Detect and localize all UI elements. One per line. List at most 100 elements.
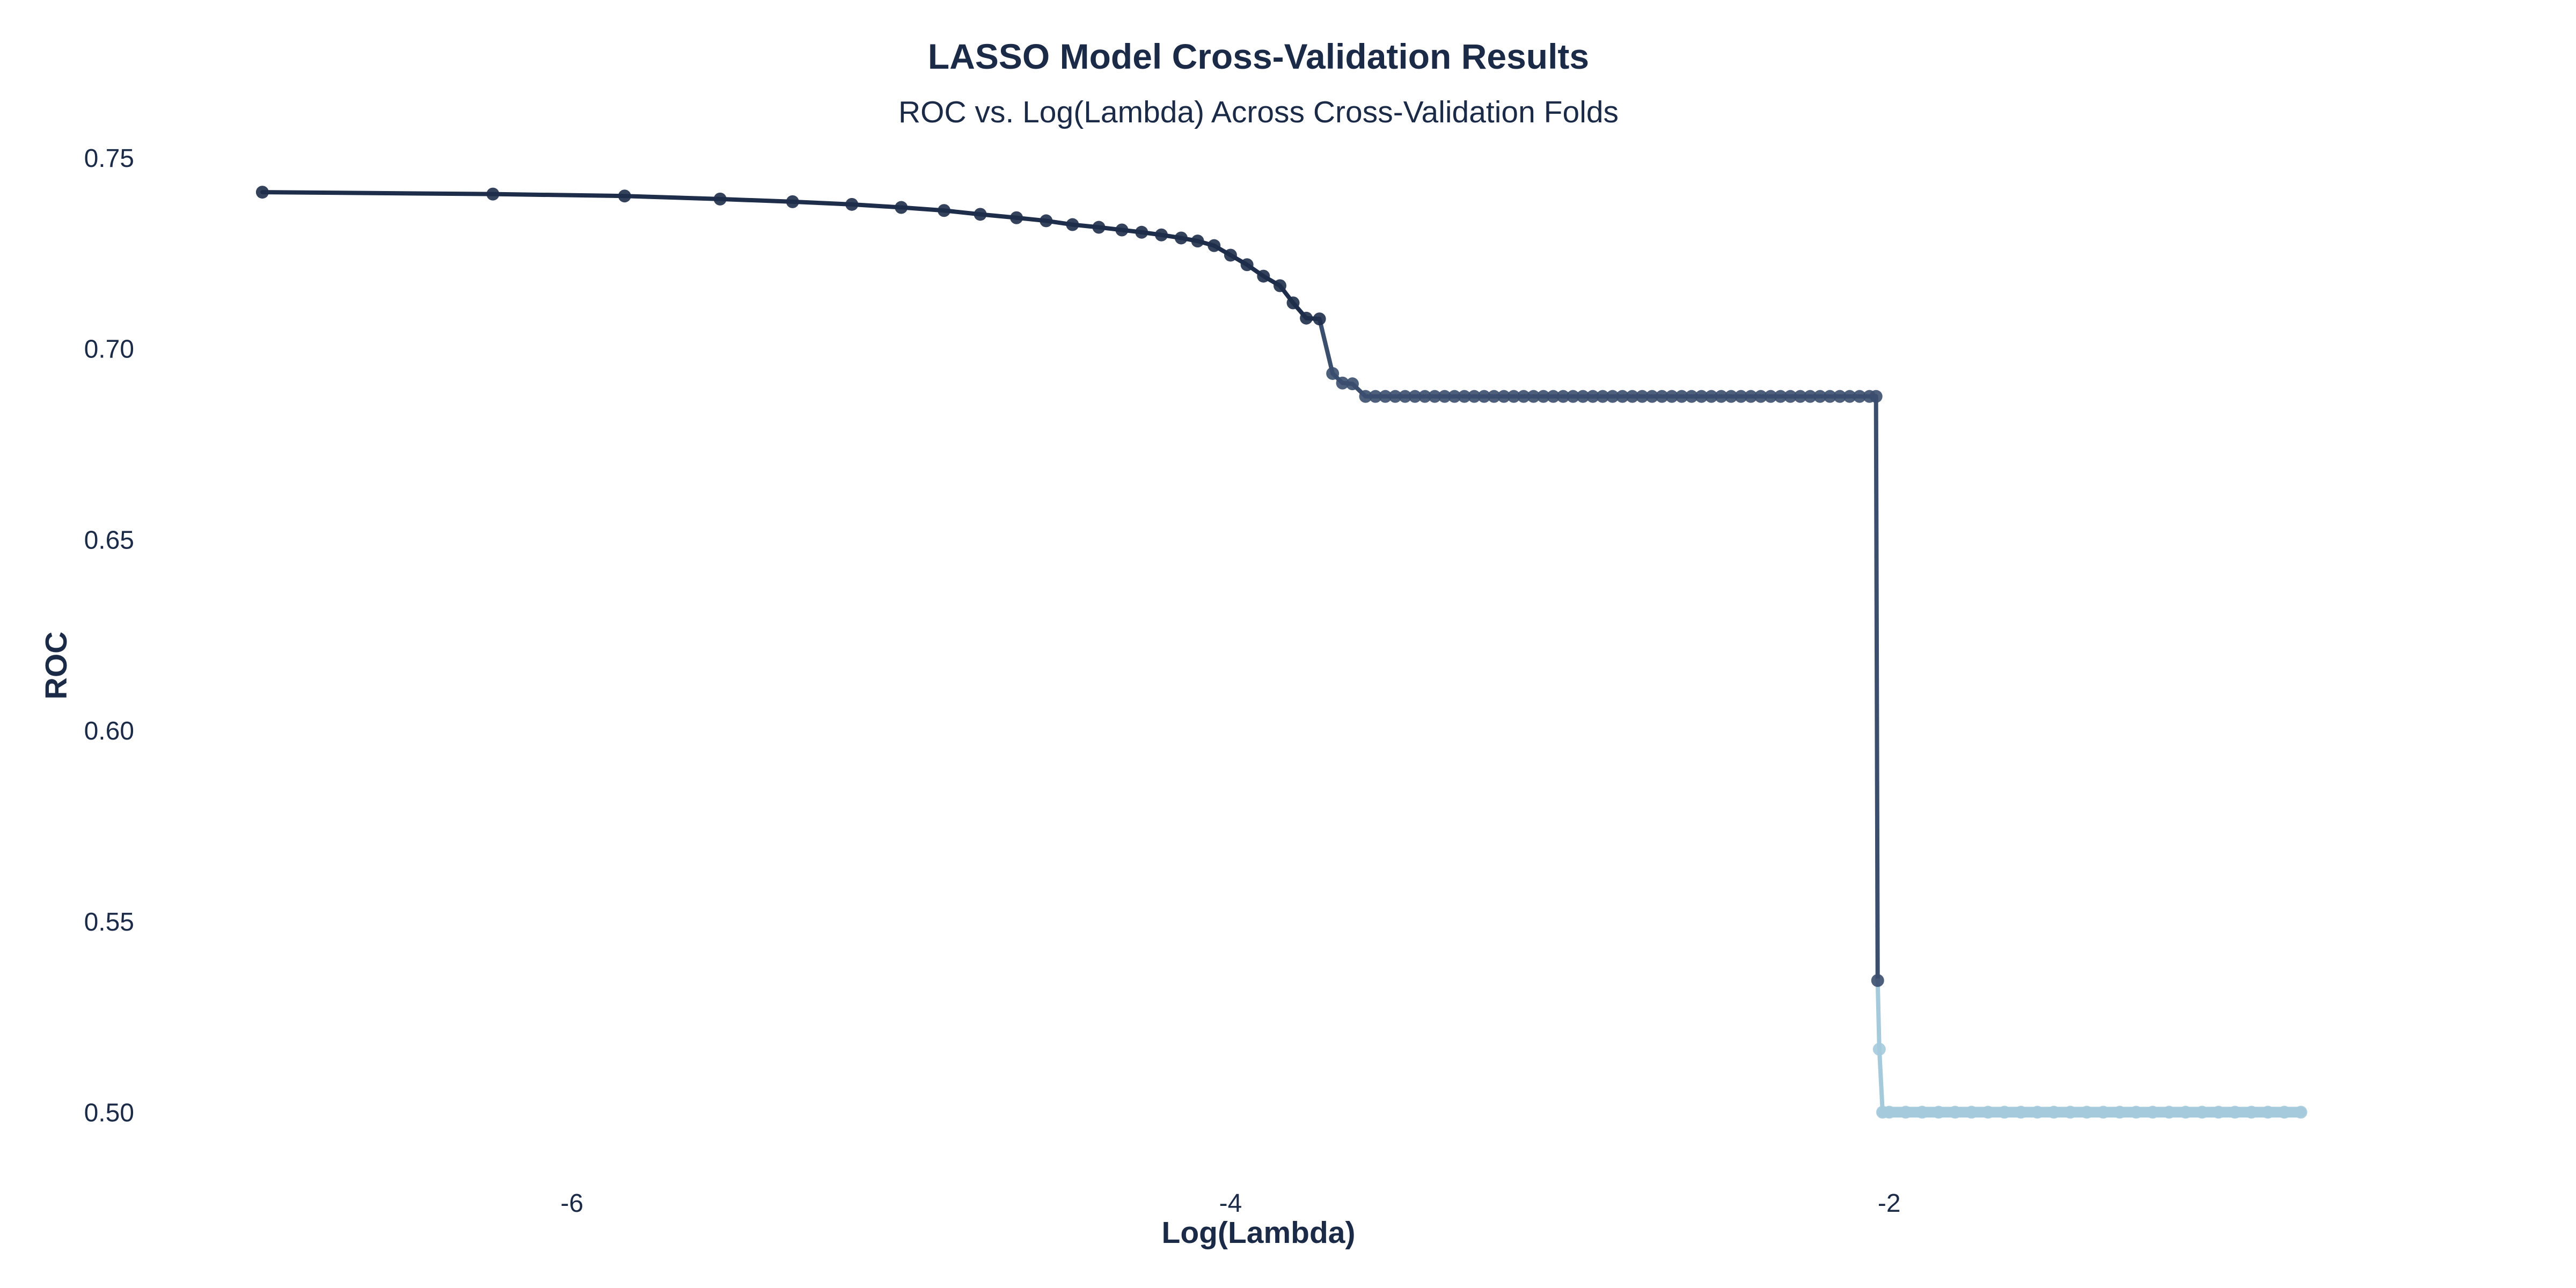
data-point bbox=[1586, 390, 1599, 403]
data-point bbox=[2228, 1106, 2242, 1119]
data-point bbox=[1536, 390, 1550, 403]
data-point bbox=[1715, 390, 1728, 403]
x-tick-label: -6 bbox=[560, 1189, 583, 1218]
data-point bbox=[1408, 390, 1422, 403]
data-point bbox=[1932, 1106, 1945, 1119]
data-point bbox=[1655, 390, 1668, 403]
data-point bbox=[1115, 223, 1129, 237]
data-point bbox=[2080, 1106, 2094, 1119]
data-point bbox=[1869, 390, 1883, 403]
data-point bbox=[1675, 390, 1688, 403]
series-segment bbox=[491, 192, 627, 199]
data-point bbox=[1606, 390, 1619, 403]
data-point bbox=[1695, 390, 1708, 403]
y-tick-label: 0.50 bbox=[84, 1099, 134, 1127]
data-point bbox=[1853, 390, 1866, 403]
data-point bbox=[1135, 225, 1148, 239]
data-point bbox=[1744, 390, 1758, 403]
data-point bbox=[1784, 390, 1797, 403]
data-point bbox=[1915, 1106, 1929, 1119]
series-segment bbox=[1877, 1047, 1885, 1115]
data-point bbox=[1764, 390, 1777, 403]
data-point bbox=[1871, 974, 1884, 987]
data-point bbox=[1208, 239, 1221, 252]
series-segment bbox=[1317, 317, 1335, 376]
data-point bbox=[1336, 376, 1349, 390]
data-point bbox=[1823, 390, 1836, 403]
data-point bbox=[1040, 214, 1053, 228]
data-point bbox=[1803, 390, 1817, 403]
roc-series bbox=[260, 190, 2307, 1118]
data-point bbox=[938, 204, 951, 217]
y-tick-label: 0.65 bbox=[84, 526, 134, 554]
data-point bbox=[1556, 390, 1570, 403]
data-point bbox=[2196, 1106, 2209, 1119]
data-point bbox=[2162, 1106, 2176, 1119]
data-point bbox=[1872, 1043, 1886, 1056]
data-point bbox=[1346, 377, 1359, 391]
series-segment bbox=[850, 202, 904, 210]
chart-subtitle: ROC vs. Log(Lambda) Across Cross-Validat… bbox=[898, 95, 1619, 129]
data-point bbox=[1507, 390, 1520, 403]
roc-points bbox=[255, 186, 2308, 1119]
y-tick-label: 0.60 bbox=[84, 717, 134, 745]
data-point bbox=[1379, 390, 1392, 403]
data-point bbox=[1468, 390, 1481, 403]
data-point bbox=[1313, 312, 1326, 326]
data-point bbox=[1368, 390, 1382, 403]
series-segment bbox=[622, 194, 722, 201]
data-point bbox=[1813, 390, 1827, 403]
data-point bbox=[1174, 231, 1188, 245]
data-point bbox=[1576, 390, 1590, 403]
data-point bbox=[1636, 390, 1649, 403]
data-point bbox=[2063, 1106, 2077, 1119]
data-point bbox=[1010, 211, 1023, 224]
data-point bbox=[1448, 390, 1461, 403]
data-point bbox=[1665, 390, 1679, 403]
series-segment bbox=[1874, 394, 1880, 983]
data-point bbox=[1547, 390, 1560, 403]
data-point bbox=[1843, 390, 1856, 403]
series-segment bbox=[718, 196, 795, 204]
data-point bbox=[895, 201, 908, 214]
data-point bbox=[786, 195, 799, 208]
data-point bbox=[2261, 1106, 2274, 1119]
data-point bbox=[1704, 390, 1718, 403]
data-point bbox=[1794, 390, 1807, 403]
data-point bbox=[1066, 218, 1079, 231]
data-point bbox=[1965, 1106, 1978, 1119]
data-point bbox=[486, 187, 500, 201]
data-point bbox=[1735, 390, 1748, 403]
data-point bbox=[1359, 390, 1372, 403]
data-point bbox=[1092, 221, 1106, 234]
data-point bbox=[1998, 1106, 2011, 1119]
data-point bbox=[2212, 1106, 2225, 1119]
data-point bbox=[713, 192, 727, 206]
data-point bbox=[1274, 279, 1286, 292]
data-point bbox=[255, 186, 269, 199]
data-point bbox=[1527, 390, 1540, 403]
x-axis-title: Log(Lambda) bbox=[1162, 1216, 1356, 1250]
data-point bbox=[1645, 390, 1659, 403]
y-tick-labels: 0.50 0.55 0.60 0.65 0.70 0.75 bbox=[84, 144, 134, 1127]
data-point bbox=[1300, 311, 1313, 325]
data-point bbox=[1497, 390, 1511, 403]
data-point bbox=[1487, 390, 1501, 403]
data-point bbox=[1257, 269, 1270, 283]
data-point bbox=[845, 197, 859, 211]
data-point bbox=[1477, 390, 1491, 403]
data-point bbox=[2113, 1106, 2126, 1119]
y-axis-title: ROC bbox=[39, 632, 74, 700]
series-segment bbox=[260, 190, 495, 196]
data-point bbox=[2014, 1106, 2028, 1119]
data-point bbox=[2047, 1106, 2061, 1119]
x-tick-label: -2 bbox=[1878, 1189, 1901, 1218]
data-point bbox=[1685, 390, 1699, 403]
data-point bbox=[1616, 390, 1629, 403]
x-tick-label: -4 bbox=[1219, 1189, 1242, 1218]
data-point bbox=[2294, 1106, 2308, 1119]
data-point bbox=[2179, 1106, 2192, 1119]
data-point bbox=[1428, 390, 1441, 403]
y-tick-label: 0.75 bbox=[84, 144, 134, 173]
data-point bbox=[1567, 390, 1580, 403]
